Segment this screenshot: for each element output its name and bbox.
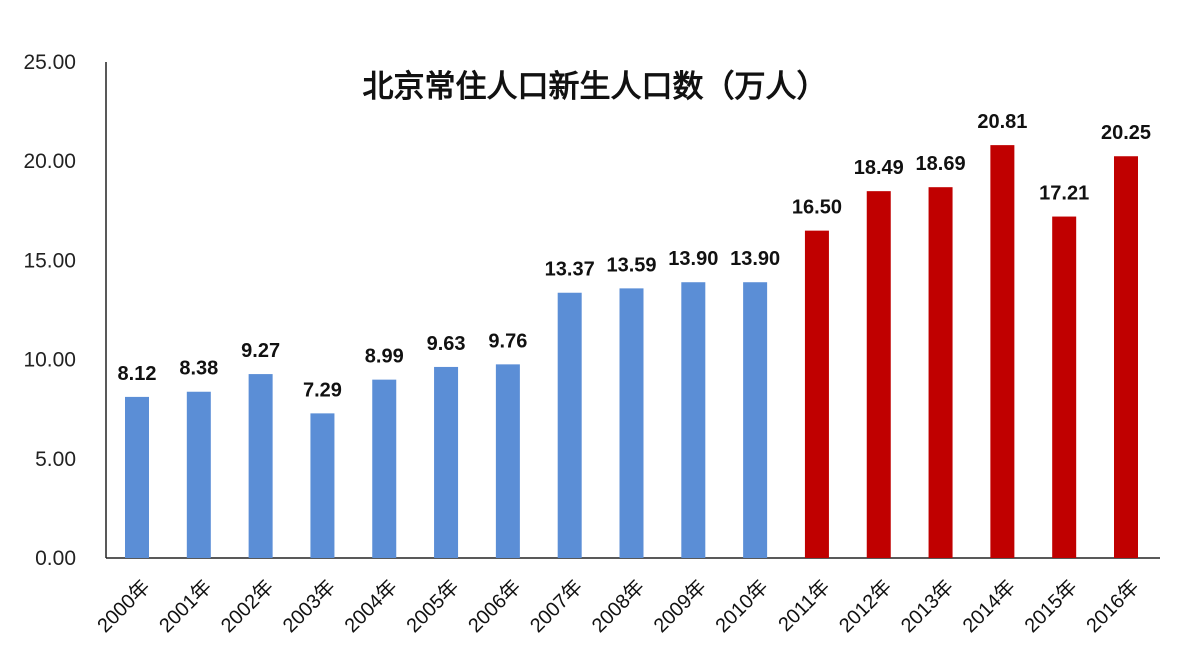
data-label: 8.12 — [118, 363, 157, 385]
data-label: 16.50 — [792, 197, 842, 219]
chart-title: 北京常住人口新生人口数（万人） — [363, 69, 828, 105]
bar-2003年 — [310, 413, 335, 558]
bar-2002年 — [248, 374, 273, 558]
x-tick-label: 2010年 — [711, 575, 773, 637]
x-tick-label: 2003年 — [278, 575, 340, 637]
x-tick-label: 2009年 — [649, 575, 711, 637]
x-tick-label: 2013年 — [896, 575, 958, 637]
bar-2014年 — [990, 145, 1015, 559]
y-tick-label: 15.00 — [23, 249, 76, 272]
bar-2010年 — [743, 282, 768, 558]
y-tick-label: 10.00 — [23, 349, 76, 372]
y-tick-label: 20.00 — [23, 150, 76, 173]
x-tick-label: 2001年 — [154, 575, 216, 637]
x-tick-label: 2006年 — [464, 575, 526, 637]
data-label: 17.21 — [1039, 183, 1089, 205]
bar-2009年 — [681, 282, 706, 558]
y-tick-label: 5.00 — [35, 448, 76, 471]
x-tick-label: 2000年 — [93, 575, 155, 637]
bar-2004年 — [372, 379, 397, 558]
bar-2001年 — [186, 391, 211, 558]
x-tick-label: 2012年 — [834, 575, 896, 637]
data-labels: 8.12 8.38 9.27 7.29 8.99 9.63 9.76 13.37 13.59 13… — [118, 111, 1152, 401]
data-label: 18.69 — [916, 153, 966, 175]
data-label: 20.81 — [977, 111, 1027, 133]
x-tick-label: 2011年 — [774, 575, 835, 636]
bar-2006年 — [495, 364, 520, 558]
bar-2015年 — [1052, 216, 1077, 559]
data-label: 9.76 — [488, 330, 527, 352]
bar-2005年 — [434, 366, 459, 558]
x-tick-label: 2014年 — [958, 575, 1020, 637]
x-tick-label: 2004年 — [340, 575, 402, 637]
bars — [125, 145, 1138, 559]
y-tick-labels: 0.00 5.00 10.00 15.00 20.00 25.00 — [23, 51, 76, 570]
data-label: 13.90 — [730, 248, 780, 270]
bar-2007年 — [557, 292, 582, 558]
data-label: 13.37 — [545, 259, 595, 281]
data-label: 13.90 — [668, 248, 718, 270]
x-tick-label: 2008年 — [587, 575, 649, 637]
data-label: 9.63 — [427, 333, 466, 355]
x-tick-label: 2007年 — [525, 575, 587, 637]
x-tick-label: 2002年 — [216, 575, 278, 637]
data-label: 9.27 — [241, 340, 280, 362]
bar-2012年 — [866, 191, 891, 559]
data-label: 13.59 — [606, 254, 656, 276]
bar-2000年 — [125, 396, 149, 558]
x-tick-labels: 2000年 2001年 2002年 2003年 2004年 2005年 2006年 2007年… — [93, 575, 1144, 637]
data-label: 18.49 — [854, 157, 904, 179]
data-label: 20.25 — [1101, 122, 1151, 144]
data-label: 8.38 — [179, 358, 218, 380]
y-tick-label: 0.00 — [35, 547, 76, 570]
data-label: 7.29 — [303, 379, 342, 401]
y-tick-label: 25.00 — [23, 51, 76, 74]
data-label: 8.99 — [365, 346, 404, 368]
bar-2011年 — [804, 230, 829, 558]
bar-2008年 — [619, 288, 644, 558]
x-tick-label: 2015年 — [1020, 575, 1082, 637]
bar-2016年 — [1114, 156, 1138, 559]
x-tick-label: 2016年 — [1082, 575, 1144, 637]
bar-2013年 — [928, 187, 953, 558]
x-tick-label: 2005年 — [402, 575, 464, 637]
